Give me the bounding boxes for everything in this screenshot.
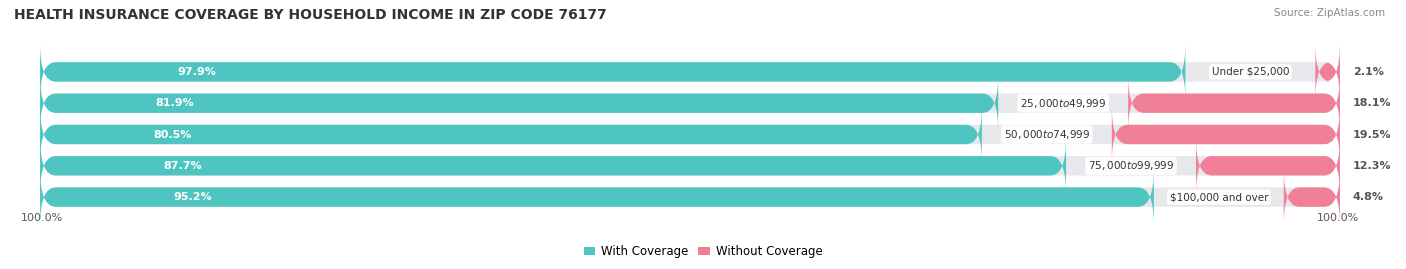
Text: 19.5%: 19.5% (1353, 129, 1392, 140)
Text: 100.0%: 100.0% (1317, 213, 1360, 223)
FancyBboxPatch shape (1284, 169, 1340, 225)
FancyBboxPatch shape (1316, 44, 1340, 100)
Legend: With Coverage, Without Coverage: With Coverage, Without Coverage (579, 240, 827, 263)
Text: $25,000 to $49,999: $25,000 to $49,999 (1019, 97, 1107, 110)
Text: 81.9%: 81.9% (155, 98, 194, 108)
Text: 100.0%: 100.0% (21, 213, 63, 223)
Text: Source: ZipAtlas.com: Source: ZipAtlas.com (1274, 8, 1385, 18)
FancyBboxPatch shape (39, 107, 981, 162)
FancyBboxPatch shape (39, 169, 1154, 225)
FancyBboxPatch shape (1128, 75, 1340, 131)
FancyBboxPatch shape (39, 169, 1340, 225)
Text: 87.7%: 87.7% (163, 161, 202, 171)
Text: 12.3%: 12.3% (1353, 161, 1392, 171)
Text: $50,000 to $74,999: $50,000 to $74,999 (1004, 128, 1090, 141)
FancyBboxPatch shape (1112, 107, 1340, 162)
Text: HEALTH INSURANCE COVERAGE BY HOUSEHOLD INCOME IN ZIP CODE 76177: HEALTH INSURANCE COVERAGE BY HOUSEHOLD I… (14, 8, 607, 22)
FancyBboxPatch shape (39, 138, 1340, 194)
FancyBboxPatch shape (39, 75, 998, 131)
FancyBboxPatch shape (1197, 138, 1340, 194)
FancyBboxPatch shape (39, 75, 1340, 131)
FancyBboxPatch shape (39, 107, 1340, 162)
Text: 97.9%: 97.9% (177, 67, 217, 77)
Text: Under $25,000: Under $25,000 (1212, 67, 1289, 77)
FancyBboxPatch shape (39, 44, 1340, 100)
Text: $75,000 to $99,999: $75,000 to $99,999 (1088, 159, 1174, 172)
FancyBboxPatch shape (39, 138, 1066, 194)
Text: 95.2%: 95.2% (174, 192, 212, 202)
FancyBboxPatch shape (39, 44, 1185, 100)
Text: 18.1%: 18.1% (1353, 98, 1392, 108)
Text: $100,000 and over: $100,000 and over (1170, 192, 1268, 202)
Text: 80.5%: 80.5% (153, 129, 191, 140)
Text: 4.8%: 4.8% (1353, 192, 1384, 202)
Text: 2.1%: 2.1% (1353, 67, 1384, 77)
